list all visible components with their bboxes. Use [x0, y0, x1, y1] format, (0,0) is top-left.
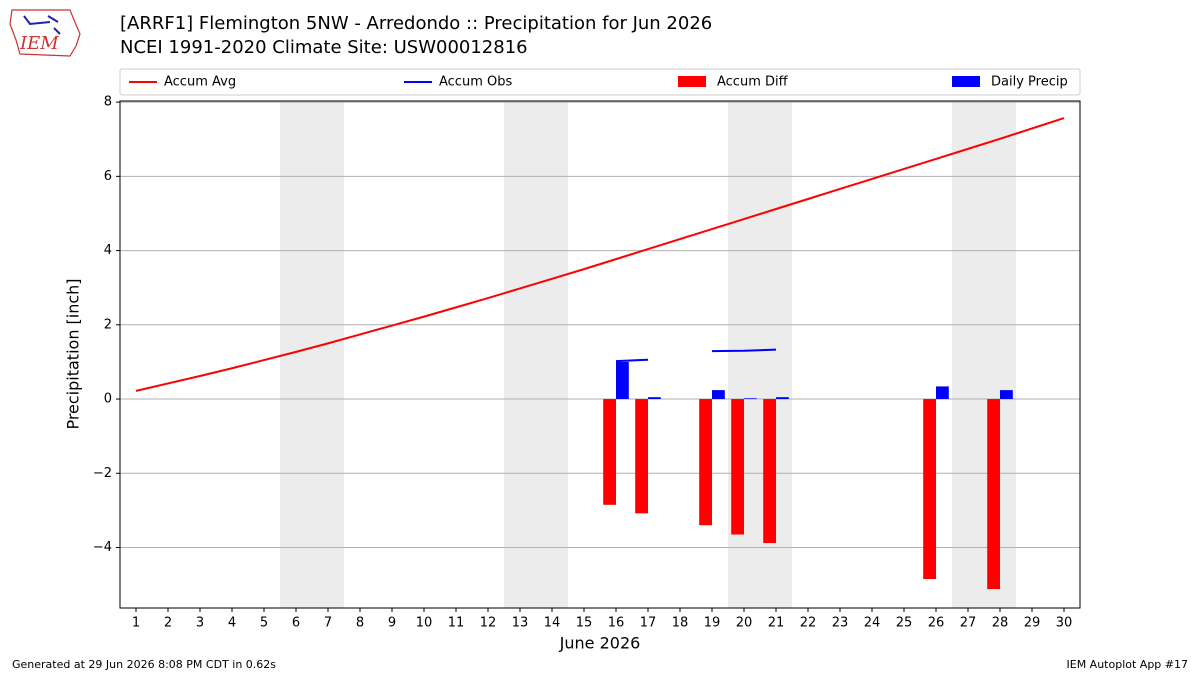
x-tick-label: 25	[896, 616, 913, 631]
logo-outline	[9, 9, 81, 57]
x-tick-label: 11	[448, 616, 465, 631]
bar	[763, 399, 776, 544]
y-tick-label: 4	[104, 243, 112, 258]
x-tick-label: 2	[164, 616, 172, 631]
x-tick-label: 4	[228, 616, 236, 631]
line	[135, 117, 1065, 392]
chart-title: [ARRF1] Flemington 5NW - Arredondo :: Pr…	[120, 13, 712, 34]
x-tick-label: 15	[576, 616, 593, 631]
x-tick-label: 17	[640, 616, 657, 631]
logo: IEM	[9, 9, 81, 57]
x-tick-label: 27	[960, 616, 977, 631]
bar	[648, 397, 661, 400]
x-tick-label: 29	[1024, 616, 1041, 631]
bar	[776, 397, 789, 400]
legend-label: Accum Obs	[439, 75, 512, 90]
chart-subtitle: NCEI 1991-2020 Climate Site: USW00012816	[120, 37, 528, 58]
y-tick-label: 0	[104, 392, 112, 407]
x-tick-label: 16	[608, 616, 625, 631]
bar	[1000, 390, 1013, 400]
bar	[936, 386, 949, 400]
line	[615, 348, 777, 363]
legend-label: Accum Diff	[717, 75, 789, 90]
x-tick-label: 5	[260, 616, 268, 631]
bar	[744, 398, 757, 400]
x-tick-label: 22	[800, 616, 817, 631]
x-tick-label: 20	[736, 616, 753, 631]
x-tick-label: 26	[928, 616, 945, 631]
bar	[635, 399, 648, 514]
y-tick-label: −2	[93, 466, 112, 481]
x-tick-label: 28	[992, 616, 1009, 631]
x-tick-label: 21	[768, 616, 785, 631]
legend-label: Daily Precip	[991, 75, 1068, 90]
legend-swatch	[952, 76, 980, 87]
weekend-shading	[280, 101, 1016, 608]
x-tick-label: 14	[544, 616, 561, 631]
bar	[712, 390, 725, 400]
x-tick-label: 6	[292, 616, 300, 631]
bar	[699, 399, 712, 526]
plot-frame	[119, 100, 1081, 609]
bar	[616, 361, 629, 400]
legend-label: Accum Avg	[164, 75, 236, 90]
weekend-band	[504, 101, 568, 608]
x-tick-label: 24	[864, 616, 881, 631]
y-tick-label: 8	[104, 95, 112, 110]
x-tick-label: 8	[356, 616, 364, 631]
bar	[731, 399, 744, 535]
y-tick-label: 6	[104, 169, 112, 184]
x-tick-label: 19	[704, 616, 721, 631]
y-axis-label: Precipitation [inch]	[64, 278, 83, 429]
x-tick-label: 10	[416, 616, 433, 631]
footer-right: IEM Autoplot App #17	[1067, 658, 1189, 671]
x-tick-label: 1	[132, 616, 140, 631]
x-tick-label: 23	[832, 616, 849, 631]
x-tick-label: 7	[324, 616, 332, 631]
x-tick-label: 12	[480, 616, 497, 631]
legend-swatch	[678, 76, 706, 87]
x-tick-label: 13	[512, 616, 529, 631]
bar	[603, 399, 616, 505]
x-axis-label: June 2026	[559, 634, 641, 653]
y-tick-label: −4	[93, 540, 112, 555]
x-tick-label: 3	[196, 616, 204, 631]
footer-left: Generated at 29 Jun 2026 8:08 PM CDT in …	[12, 658, 276, 671]
logo-text: IEM	[19, 33, 59, 54]
y-tick-label: 2	[104, 317, 112, 332]
logo-icon	[23, 15, 61, 35]
bar	[923, 399, 936, 580]
legend-box	[119, 68, 1081, 96]
bar	[987, 399, 1000, 590]
x-tick-label: 18	[672, 616, 689, 631]
x-tick-label: 9	[388, 616, 396, 631]
weekend-band	[952, 101, 1016, 608]
weekend-band	[280, 101, 344, 608]
x-tick-label: 30	[1056, 616, 1073, 631]
